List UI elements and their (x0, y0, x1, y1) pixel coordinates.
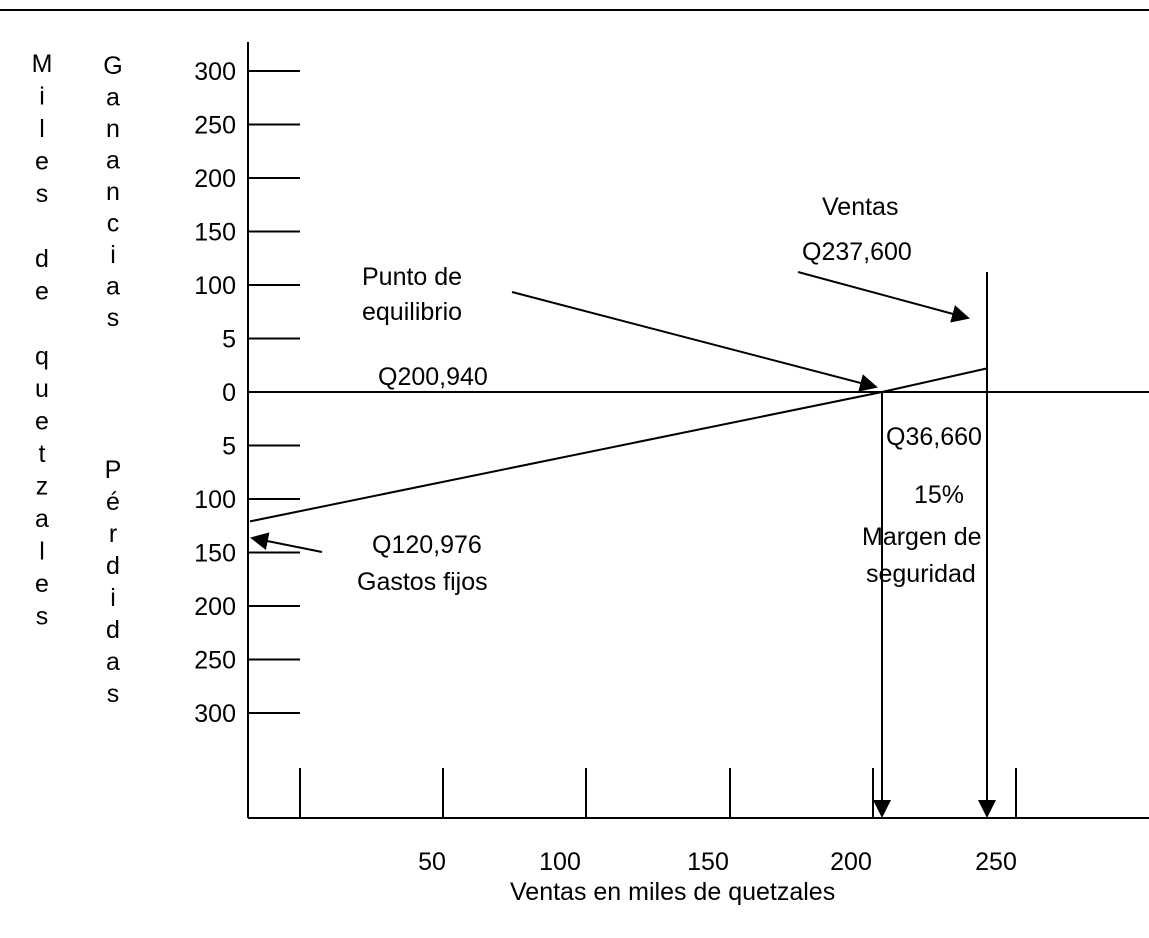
y-tick-label: 250 (194, 647, 236, 675)
x-tick-label: 100 (539, 848, 581, 876)
y-axis-letter: s (107, 680, 120, 708)
y-axis-letter: G (103, 52, 122, 80)
safety-value: Q36,660 (886, 423, 982, 451)
y-axis-letter: i (110, 241, 116, 269)
y-axis-letter: d (106, 616, 120, 644)
y-tick-label: 5 (222, 326, 236, 354)
y-axis-letter: r (109, 520, 117, 548)
y-axis-letter: q (35, 343, 49, 371)
y-tick-label: 150 (194, 219, 236, 247)
sales-pointer (797, 271, 970, 323)
y-axis-letter: a (35, 505, 49, 533)
y-axis-letter: a (106, 273, 120, 301)
sales-value: Q237,600 (802, 238, 912, 266)
x-ticks (299, 768, 1017, 818)
x-tick-label: 250 (975, 848, 1017, 876)
y-axis-letter: n (106, 178, 120, 206)
y-axis-letter: e (35, 278, 49, 306)
y-tick-label: 5 (222, 433, 236, 461)
y-axis-letter: n (106, 115, 120, 143)
y-ticks (248, 70, 300, 714)
y-axis-letter: e (35, 570, 49, 598)
x-tick-label: 150 (687, 848, 729, 876)
y-tick-label: 100 (194, 486, 236, 514)
x-axis-label: Ventas en miles de quetzales (510, 878, 835, 906)
y-axis-letter: a (106, 648, 120, 676)
y-tick-label: 0 (222, 379, 236, 407)
y-tick-label: 300 (194, 58, 236, 86)
y-tick-label: 150 (194, 540, 236, 568)
y-axis-letter: e (35, 408, 49, 436)
y-tick-label: 200 (194, 165, 236, 193)
safety-label-2: seguridad (866, 560, 976, 588)
sales-label: Ventas (822, 193, 898, 221)
y-axis-letter: c (107, 210, 120, 238)
y-tick-label: 300 (194, 700, 236, 728)
y-axis-letter: a (106, 147, 120, 175)
y-axis-letter: é (106, 488, 120, 516)
y-axis-letter: u (35, 375, 49, 403)
y-axis-letter: e (35, 148, 49, 176)
breakeven-value: Q200,940 (378, 363, 488, 391)
breakeven-pointer (511, 291, 878, 392)
fixed-value: Q120,976 (372, 531, 482, 559)
breakeven-label-1: Punto de (362, 263, 462, 291)
x-tick-label: 200 (830, 848, 872, 876)
fixed-label: Gastos fijos (357, 568, 488, 596)
breakeven-label-2: equilibrio (362, 298, 462, 326)
y-axis-letter: i (39, 83, 45, 111)
y-axis-letter: s (36, 180, 49, 208)
y-axis-letter: t (39, 440, 46, 468)
y-tick-label: 250 (194, 112, 236, 140)
y-axis-letter: d (106, 552, 120, 580)
fixed-pointer (250, 532, 323, 553)
y-axis-letter: a (106, 84, 120, 112)
y-tick-label: 100 (194, 272, 236, 300)
safety-percent: 15% (914, 481, 964, 509)
y-axis-letter: s (107, 304, 120, 332)
y-axis-letter: P (105, 456, 122, 484)
y-axis-letter: z (36, 473, 49, 501)
x-tick-labels: 50 100 150 200 250 (418, 848, 1017, 876)
y-axis-letter: l (39, 115, 45, 143)
y-axis-letter: M (32, 50, 53, 78)
y-axis-letter: s (36, 603, 49, 631)
safety-label-1: Margen de (862, 523, 982, 551)
y-axis-letter: i (110, 584, 116, 612)
x-tick-label: 50 (418, 848, 446, 876)
y-axis-letter: l (39, 538, 45, 566)
y-axis-letter: d (35, 245, 49, 273)
y-tick-label: 200 (194, 593, 236, 621)
